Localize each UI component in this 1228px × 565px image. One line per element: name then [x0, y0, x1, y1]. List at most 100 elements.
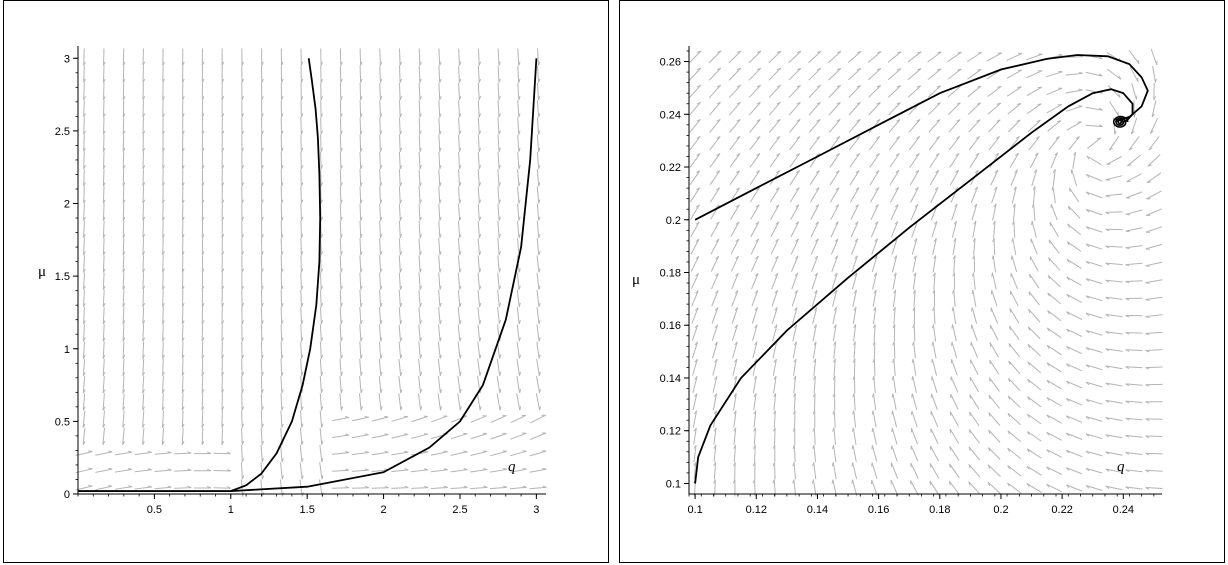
- field-arrow: [438, 220, 441, 238]
- field-arrow-head: [241, 78, 244, 83]
- field-arrow: [1009, 290, 1019, 307]
- field-arrow-head: [82, 354, 86, 359]
- field-arrow-head: [932, 289, 935, 294]
- field-arrow-head: [478, 113, 482, 118]
- field-arrow: [359, 393, 362, 411]
- field-arrow: [1007, 412, 1021, 426]
- field-arrow: [536, 376, 540, 393]
- field-arrow-head: [83, 320, 86, 325]
- field-arrow: [793, 376, 797, 394]
- field-arrow: [1151, 100, 1157, 118]
- field-arrow-head: [320, 389, 324, 394]
- field-arrow: [1068, 187, 1080, 203]
- field-arrow: [457, 376, 461, 394]
- field-arrow-head: [419, 199, 422, 204]
- field-arrow-head: [852, 358, 856, 363]
- field-arrow-head: [812, 462, 815, 467]
- field-arrow: [907, 68, 922, 81]
- field-arrow: [1085, 312, 1103, 319]
- field-arrow-head: [1066, 241, 1070, 246]
- field-arrow: [768, 50, 782, 64]
- field-arrow: [1085, 467, 1103, 474]
- field-arrow-head: [736, 136, 741, 139]
- field-arrow: [950, 376, 959, 393]
- field-arrow-head: [201, 406, 205, 411]
- field-arrow-head: [733, 410, 737, 415]
- field-arrow-head: [241, 199, 244, 204]
- field-arrow-head: [735, 272, 739, 277]
- field-arrow-head: [1137, 59, 1140, 64]
- field-arrow: [1085, 381, 1103, 388]
- field-arrow-head: [716, 136, 721, 139]
- field-arrow: [379, 82, 381, 101]
- y-tick-label: 0.5: [55, 416, 70, 428]
- field-arrow: [990, 169, 999, 186]
- field-arrow-head: [201, 130, 205, 135]
- field-arrow: [458, 82, 460, 101]
- field-arrow-head: [896, 119, 901, 122]
- field-arrow-head: [876, 85, 881, 88]
- field-arrow: [83, 272, 85, 290]
- field-arrow-head: [103, 61, 106, 66]
- field-arrow: [300, 272, 302, 290]
- field-arrow-head: [1098, 107, 1103, 111]
- field-arrow: [102, 393, 105, 411]
- field-arrow-head: [221, 78, 225, 83]
- field-arrow-head: [756, 153, 761, 157]
- field-arrow: [853, 393, 856, 411]
- field-arrow-head: [1148, 147, 1153, 151]
- field-arrow: [300, 255, 302, 273]
- field-arrow-head: [499, 371, 502, 376]
- field-arrow-head: [340, 320, 343, 325]
- field-arrow: [458, 151, 460, 169]
- field-arrow-head: [795, 170, 800, 174]
- field-arrow: [910, 480, 919, 496]
- field-arrow: [1105, 348, 1123, 352]
- field-arrow-head: [360, 371, 363, 376]
- field-arrow: [398, 238, 401, 256]
- field-arrow-head: [1007, 482, 1010, 487]
- field-arrow: [828, 119, 841, 133]
- field-arrow: [102, 289, 105, 307]
- field-arrow-head: [734, 324, 738, 329]
- field-arrow: [142, 255, 144, 273]
- field-arrow: [379, 65, 381, 83]
- field-arrow: [477, 341, 481, 359]
- field-arrow-head: [301, 458, 304, 463]
- field-arrow-head: [261, 458, 264, 463]
- field-arrow-head: [1125, 332, 1130, 335]
- field-arrow-head: [1015, 152, 1019, 156]
- field-arrow-head: [834, 272, 838, 277]
- field-arrow: [952, 238, 957, 256]
- field-arrow-head: [459, 320, 462, 325]
- field-arrow: [1086, 155, 1102, 166]
- field-arrow-head: [162, 61, 165, 66]
- field-arrow-head: [1145, 384, 1150, 387]
- field-arrow: [241, 410, 243, 428]
- field-arrow-head: [754, 324, 758, 329]
- field-arrow-head: [201, 147, 205, 152]
- y-tick-label: 2.5: [55, 126, 70, 138]
- field-arrow: [709, 187, 721, 203]
- field-arrow-head: [300, 78, 304, 83]
- field-arrow-head: [82, 440, 86, 445]
- field-arrow: [95, 468, 113, 473]
- field-arrow: [174, 452, 192, 455]
- field-arrow: [912, 272, 917, 290]
- field-arrow-head: [756, 101, 761, 105]
- field-arrow: [122, 376, 125, 394]
- field-arrow: [689, 101, 701, 116]
- field-arrow-head: [142, 389, 145, 394]
- field-arrow-head: [874, 255, 878, 260]
- field-arrow-head: [399, 251, 403, 256]
- field-arrow: [332, 434, 350, 438]
- field-arrow-head: [201, 216, 205, 221]
- field-arrow: [438, 134, 441, 152]
- field-arrow-head: [934, 186, 939, 191]
- field-arrow-head: [1125, 417, 1130, 421]
- field-arrow: [1047, 292, 1062, 305]
- x-axis-label: q: [508, 459, 516, 475]
- field-arrow-head: [122, 320, 126, 325]
- field-arrow: [907, 51, 922, 63]
- field-arrow-head: [340, 61, 343, 66]
